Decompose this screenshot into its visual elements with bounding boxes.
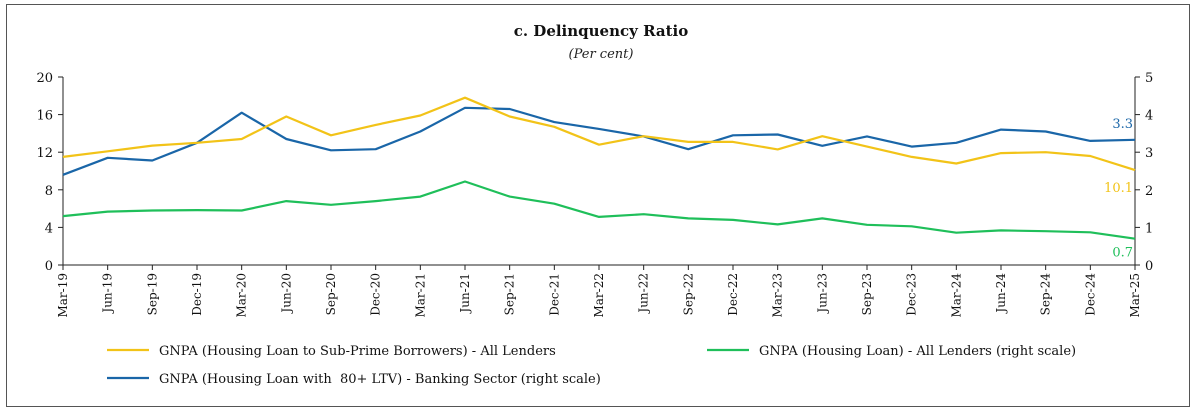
legend: GNPA (Housing Loan to Sub-Prime Borrower… <box>107 344 1076 387</box>
y-right-tick-label: 3 <box>1145 146 1153 161</box>
x-tick-label: Mar-21 <box>413 273 427 318</box>
series-lines <box>62 96 1136 240</box>
chart-title: c. Delinquency Ratio <box>514 22 689 40</box>
x-tick-label: Mar-19 <box>56 273 70 318</box>
y-right-tick-label: 1 <box>1145 221 1153 236</box>
x-tick-label: Sep-24 <box>1039 273 1053 316</box>
y-right-tick-label: 4 <box>1145 109 1153 124</box>
y-left-tick-label: 12 <box>36 146 53 161</box>
legend-label-0: GNPA (Housing Loan to Sub-Prime Borrower… <box>159 344 556 359</box>
chart-frame: c. Delinquency Ratio (Per cent) 0 4 8 12 16 2… <box>6 4 1190 407</box>
x-tick-label: Dec-21 <box>547 273 561 316</box>
x-tick-label: Jun-21 <box>458 273 472 315</box>
x-tick-label: Mar-24 <box>949 273 963 318</box>
x-tick-label: Dec-19 <box>190 273 204 316</box>
x-tick-label: Jun-24 <box>994 273 1008 315</box>
y-left-tick-label: 20 <box>36 71 53 86</box>
x-tick-label: Sep-19 <box>145 273 159 315</box>
x-tick-label: Jun-23 <box>815 273 829 315</box>
x-tick-label: Dec-22 <box>726 273 740 316</box>
delinquency-ratio-chart: c. Delinquency Ratio (Per cent) 04812162… <box>36 22 1153 387</box>
x-tick-label: Mar-22 <box>592 273 606 318</box>
x-tick-label: Dec-24 <box>1083 273 1097 316</box>
x-tick-label: Sep-22 <box>681 273 695 315</box>
x-tick-label: Sep-20 <box>324 273 338 315</box>
chart-subtitle: (Per cent) <box>569 47 634 62</box>
y-right-tick-label: 0 <box>1145 259 1153 274</box>
end-label-0: 10.1 <box>1104 181 1133 196</box>
series-line-0 <box>62 96 1136 172</box>
series-line-1 <box>62 180 1136 240</box>
x-tick-label: Dec-20 <box>369 273 383 316</box>
x-tick-label: Dec-23 <box>905 273 919 316</box>
x-tick-label: Sep-23 <box>860 273 874 315</box>
y-right-tick-label: 2 <box>1145 184 1153 199</box>
end-label-1: 0.7 <box>1112 246 1133 261</box>
series-line-2 <box>62 106 1136 176</box>
y-left-tick-label: 4 <box>45 221 53 236</box>
x-tick-label: Jun-19 <box>101 273 115 315</box>
end-label-2: 3.3 <box>1112 117 1133 132</box>
x-tick-label: Jun-20 <box>279 273 293 315</box>
end-labels: 10.1 0.7 3.3 <box>1104 117 1133 261</box>
x-tick-label: Mar-20 <box>235 273 249 318</box>
y-left-tick-label: 16 <box>36 109 53 124</box>
x-tick-label: Mar-25 <box>1128 273 1142 318</box>
y-right-tick-label: 5 <box>1145 71 1153 86</box>
x-tick-label: Jun-22 <box>637 273 651 315</box>
legend-label-2: GNPA (Housing Loan with 80+ LTV) - Banki… <box>159 372 601 387</box>
x-tick-label: Sep-21 <box>503 273 517 315</box>
y-left-tick-label: 8 <box>45 184 53 199</box>
y-left-tick-label: 0 <box>45 259 53 274</box>
legend-label-1: GNPA (Housing Loan) - All Lenders (right… <box>759 344 1076 359</box>
x-tick-label: Mar-23 <box>771 273 785 318</box>
